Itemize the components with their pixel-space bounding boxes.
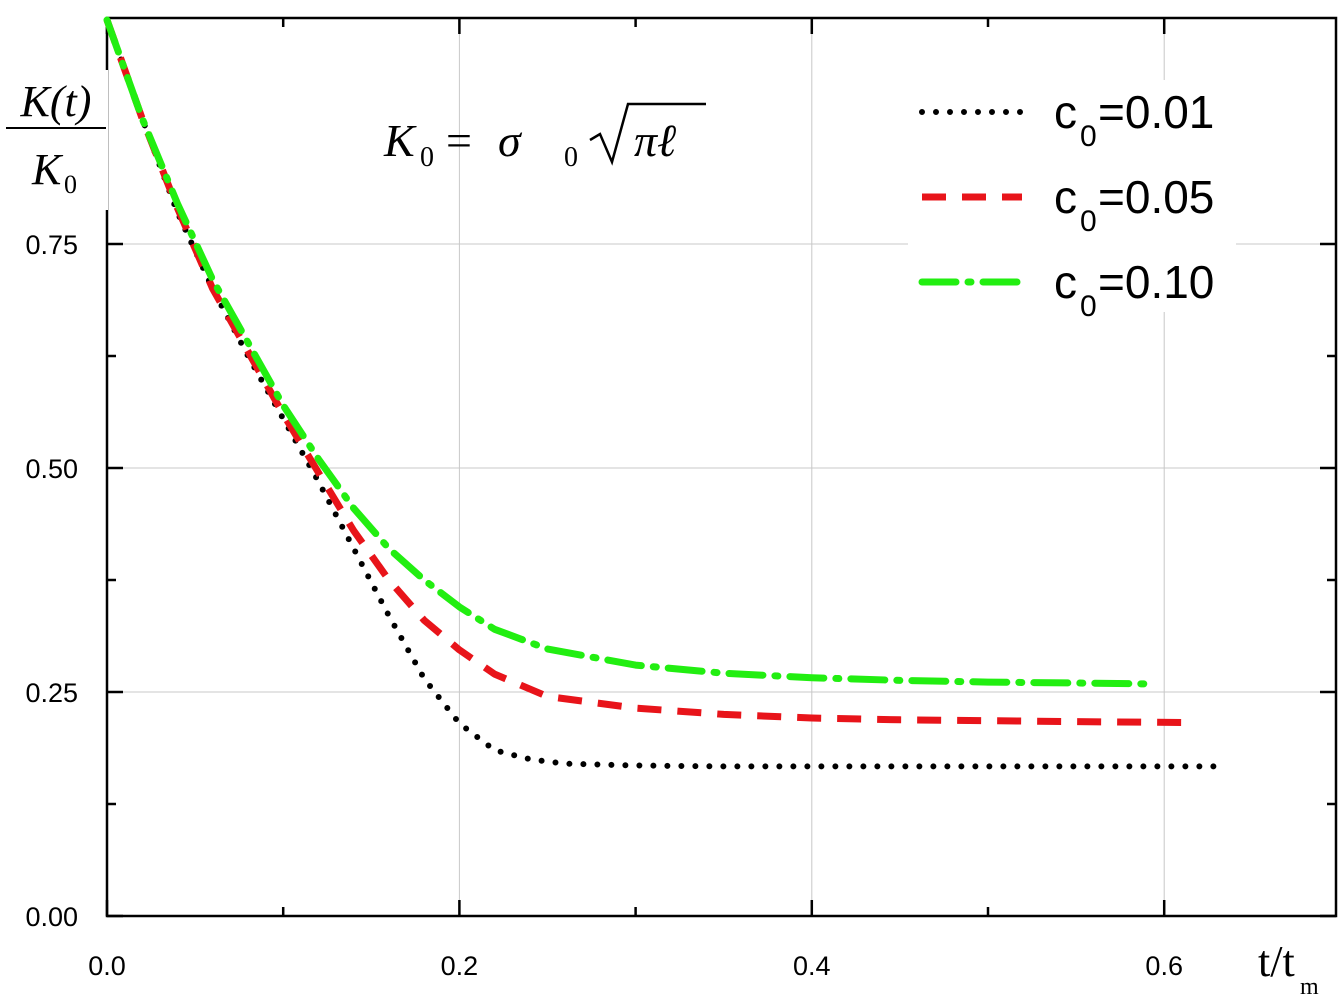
legend: c 0 =0.01c 0 =0.05c 0 =0.10	[918, 86, 1214, 323]
formula-equals: =	[446, 115, 472, 166]
y-tick-label: 0.00	[25, 902, 78, 932]
formula-radicand: πℓ	[634, 115, 677, 166]
formula-sigma: σ	[498, 115, 523, 166]
y-tick-label: 0.50	[25, 454, 78, 484]
legend-label-sub-2: 0	[1080, 205, 1097, 238]
x-label-main: t/t	[1258, 937, 1295, 986]
axes: 0.0 0.2 0.4 0.6 0.00 0.25 0.50 0.75	[25, 16, 1338, 981]
series-line-1	[104, 17, 1221, 770]
x-label-sub: m	[1300, 974, 1319, 1000]
y-label-numerator: K(t)	[20, 77, 92, 126]
legend-label-value-1: =0.01	[1098, 86, 1214, 138]
legend-label-3: c	[1054, 256, 1077, 308]
formula-sqrt-sign	[589, 102, 706, 166]
legend-label-value-3: =0.10	[1098, 256, 1214, 308]
y-axis-label: K(t) K 0	[0, 70, 108, 210]
legend-label-value-2: =0.05	[1098, 171, 1214, 223]
series-line-3	[103, 16, 1151, 688]
formula-lhs-sub: 0	[420, 142, 434, 173]
x-tick-label: 0.6	[1145, 951, 1183, 981]
formula-annotation: K 0 = σ 0 πℓ	[383, 102, 706, 173]
legend-label-1: c	[1054, 86, 1077, 138]
x-axis-label: t/t m	[1258, 937, 1319, 1000]
series-line-2	[103, 18, 1182, 726]
x-tick-label: 0.2	[441, 951, 479, 981]
legend-label-sub-1: 0	[1080, 120, 1097, 153]
x-tick-label: 0.0	[88, 951, 126, 981]
y-label-denominator: K	[31, 145, 64, 194]
legend-label-sub-3: 0	[1080, 290, 1097, 323]
formula-lhs: K	[383, 115, 417, 166]
y-label-denominator-sub: 0	[64, 170, 77, 199]
y-tick-label: 0.25	[25, 678, 78, 708]
y-tick-label: 0.75	[25, 230, 78, 260]
formula-sigma-sub: 0	[564, 142, 578, 173]
x-tick-label: 0.4	[793, 951, 831, 981]
legend-label-2: c	[1054, 171, 1077, 223]
series-lines	[103, 16, 1221, 770]
